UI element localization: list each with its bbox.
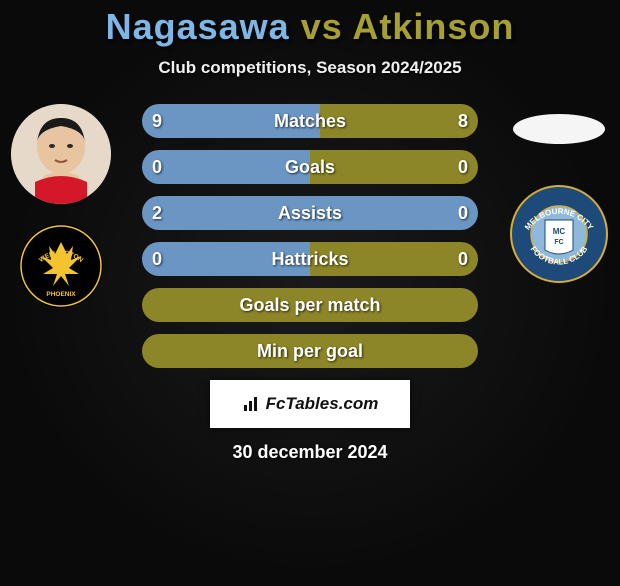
title-player1: Nagasawa bbox=[106, 6, 290, 47]
fctables-logo-icon bbox=[242, 395, 260, 413]
comparison-panel: WELLINGTON PHOENIX MC FC MELBOURNE CITY bbox=[0, 104, 620, 463]
player1-avatar bbox=[11, 104, 111, 204]
player2-club-badge: MC FC MELBOURNE CITY FOOTBALL CLUB bbox=[509, 184, 609, 284]
stat-label: Min per goal bbox=[257, 341, 363, 362]
date-text: 30 december 2024 bbox=[0, 442, 620, 463]
svg-text:PHOENIX: PHOENIX bbox=[46, 291, 76, 298]
stat-label: Goals per match bbox=[239, 295, 380, 316]
melbourne-city-icon: MC FC MELBOURNE CITY FOOTBALL CLUB bbox=[509, 184, 609, 284]
player1-face-icon bbox=[11, 104, 111, 204]
title-player2: Atkinson bbox=[352, 6, 514, 47]
stat-row: Goals per match bbox=[142, 288, 478, 322]
player2-avatar bbox=[513, 114, 605, 144]
page-title: Nagasawa vs Atkinson bbox=[0, 6, 620, 48]
right-column: MC FC MELBOURNE CITY FOOTBALL CLUB bbox=[504, 104, 614, 284]
watermark: FcTables.com bbox=[210, 380, 410, 428]
watermark-text: FcTables.com bbox=[266, 394, 379, 414]
stat-right-value: 8 bbox=[458, 111, 468, 132]
title-vs: vs bbox=[290, 6, 353, 47]
stat-right-value: 0 bbox=[458, 157, 468, 178]
stat-row: 9 Matches 8 bbox=[142, 104, 478, 138]
stat-row: 2 Assists 0 bbox=[142, 196, 478, 230]
stat-row: 0 Hattricks 0 bbox=[142, 242, 478, 276]
stat-label: Assists bbox=[278, 203, 342, 224]
stat-row: Min per goal bbox=[142, 334, 478, 368]
svg-text:FC: FC bbox=[554, 239, 563, 246]
stat-row: 0 Goals 0 bbox=[142, 150, 478, 184]
stat-right-value: 0 bbox=[458, 249, 468, 270]
svg-text:MC: MC bbox=[553, 227, 566, 236]
stat-left-value: 0 bbox=[152, 157, 162, 178]
wellington-phoenix-icon: WELLINGTON PHOENIX bbox=[19, 224, 103, 308]
stat-right-value: 0 bbox=[458, 203, 468, 224]
stat-label: Hattricks bbox=[271, 249, 348, 270]
stat-left-value: 9 bbox=[152, 111, 162, 132]
stats-bars: 9 Matches 8 0 Goals 0 2 Assists 0 0 Hattricks 0 Goal… bbox=[142, 104, 478, 368]
player1-club-badge: WELLINGTON PHOENIX bbox=[19, 224, 103, 308]
subtitle: Club competitions, Season 2024/2025 bbox=[0, 58, 620, 78]
stat-label: Matches bbox=[274, 111, 346, 132]
stat-left-value: 0 bbox=[152, 249, 162, 270]
left-column: WELLINGTON PHOENIX bbox=[6, 104, 116, 308]
stat-left-value: 2 bbox=[152, 203, 162, 224]
stat-label: Goals bbox=[285, 157, 335, 178]
